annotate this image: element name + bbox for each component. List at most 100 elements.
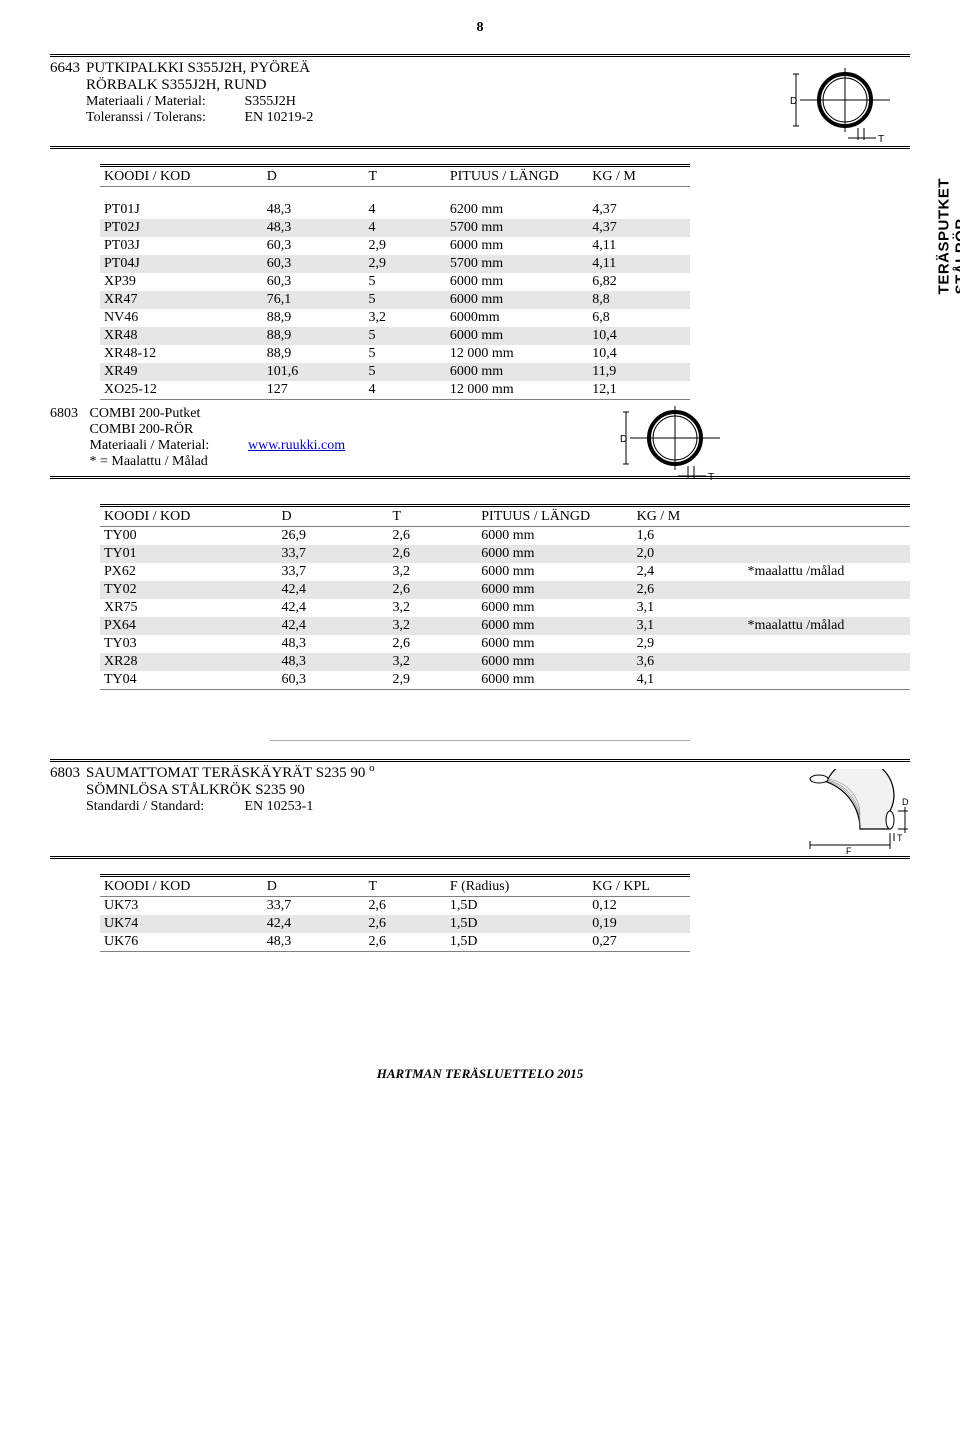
table-cell: 6,8 [588, 309, 690, 327]
table-cell: 6000 mm [477, 563, 632, 581]
table-cell: XR75 [100, 599, 278, 617]
table-cell: 88,9 [263, 309, 365, 327]
table-cell [744, 671, 910, 690]
svg-text:D: D [620, 434, 627, 445]
table-cell: 3,2 [388, 617, 477, 635]
table-cell: 5 [364, 273, 445, 291]
table-cell: 4 [364, 219, 445, 237]
table-row: TY0133,72,66000 mm2,0 [100, 545, 910, 563]
table-header-cell: T [364, 878, 445, 897]
table-body: PT01J48,346200 mm4,37PT02J48,345700 mm4,… [100, 201, 690, 400]
table-header-cell: PITUUS / LÄNGD [446, 168, 588, 187]
table-row: XO25-12127412 000 mm12,1 [100, 381, 690, 400]
table-cell: 3,2 [388, 653, 477, 671]
section2-header: 6803 COMBI 200-Putket COMBI 200-RÖR Mate… [50, 406, 910, 470]
section2-material-link[interactable]: www.ruukki.com [248, 438, 345, 453]
table-cell: 60,3 [263, 255, 365, 273]
section1-tolerance-value: EN 10219-2 [245, 110, 314, 125]
table-cell: 6000 mm [477, 545, 632, 563]
page-number-top: 8 [50, 20, 910, 36]
table-header-cell: T [364, 168, 445, 187]
table-cell: 76,1 [263, 291, 365, 309]
table-row: XR4776,156000 mm8,8 [100, 291, 690, 309]
table-cell: 2,6 [388, 635, 477, 653]
table-header-cell: D [278, 508, 389, 527]
table-cell: 48,3 [278, 653, 389, 671]
section2-title: COMBI 200-Putket [90, 406, 346, 422]
table-cell: 88,9 [263, 345, 365, 363]
table-cell: *maalattu /målad [744, 617, 910, 635]
table-cell: 8,8 [588, 291, 690, 309]
table-cell: 2,6 [388, 581, 477, 599]
table-header-cell: KG / KPL [588, 878, 690, 897]
table-cell: 1,6 [633, 526, 744, 545]
table-header-cell: D [263, 878, 365, 897]
table-cell: 4,1 [633, 671, 744, 690]
table-header-row: KOODI / KODDTPITUUS / LÄNGDKG / M [100, 508, 910, 527]
table-row: NV4688,93,26000mm6,8 [100, 309, 690, 327]
section1-tolerance-label: Toleranssi / Tolerans: [86, 110, 241, 126]
table-cell: 0,12 [588, 896, 690, 915]
table-cell [744, 545, 910, 563]
table-cell: 4 [364, 201, 445, 219]
table-cell: 6000 mm [446, 237, 588, 255]
section2-code: 6803 [50, 406, 86, 422]
table-cell: 6000mm [446, 309, 588, 327]
table-cell: TY03 [100, 635, 278, 653]
table-cell: 42,4 [278, 617, 389, 635]
table-cell: 2,9 [364, 255, 445, 273]
table-cell: 127 [263, 381, 365, 400]
table-cell: 2,6 [364, 915, 445, 933]
table-cell: 6000 mm [446, 327, 588, 345]
table-cell: 2,6 [364, 896, 445, 915]
table-header-cell: D [263, 168, 365, 187]
table-cell: 2,6 [364, 933, 445, 952]
circle-cross-section-diagram: D T [620, 402, 730, 482]
section1-subtitle: RÖRBALK S355J2H, RUND [86, 77, 790, 94]
footer-text: HARTMAN TERÄSLUETTELO 2015 [50, 1066, 910, 1082]
section1-title: PUTKIPALKKI S355J2H, PYÖREÄ [86, 60, 790, 77]
table-row: UK7648,32,61,5D0,27 [100, 933, 690, 952]
table-cell: 6000 mm [477, 599, 632, 617]
section3-table: KOODI / KODDTF (Radius)KG / KPL UK7333,7… [100, 878, 690, 952]
rule-thin [270, 740, 690, 741]
table-cell: XP39 [100, 273, 263, 291]
table-cell: 2,6 [388, 545, 477, 563]
table-cell: 6000 mm [477, 581, 632, 599]
table-row: XP3960,356000 mm6,82 [100, 273, 690, 291]
table-row: XR48-1288,9512 000 mm10,4 [100, 345, 690, 363]
table-cell: UK76 [100, 933, 263, 952]
table-cell: 2,6 [388, 526, 477, 545]
table-row: PT02J48,345700 mm4,37 [100, 219, 690, 237]
table-cell: 6000 mm [477, 671, 632, 690]
table-body: UK7333,72,61,5D0,12UK7442,42,61,5D0,19UK… [100, 896, 690, 951]
table-header-cell: PITUUS / LÄNGD [477, 508, 632, 527]
table-cell: 6000 mm [477, 653, 632, 671]
table-cell: 6,82 [588, 273, 690, 291]
section1-material-label: Materiaali / Material: [86, 94, 241, 110]
table-header-cell: KOODI / KOD [100, 168, 263, 187]
table-cell [744, 599, 910, 617]
table-cell: 2,4 [633, 563, 744, 581]
table-cell: 1,5D [446, 896, 588, 915]
section3-code: 6803 [50, 765, 86, 782]
table-cell: 4,37 [588, 219, 690, 237]
table-row: TY0348,32,66000 mm2,9 [100, 635, 910, 653]
section3-table-wrap: KOODI / KODDTF (Radius)KG / KPL UK7333,7… [50, 860, 690, 956]
table-row: TY0460,32,96000 mm4,1 [100, 671, 910, 690]
section2-subtitle: COMBI 200-RÖR [90, 422, 346, 438]
table-cell: 48,3 [263, 933, 365, 952]
table-cell: PT02J [100, 219, 263, 237]
table-row: XR4888,956000 mm10,4 [100, 327, 690, 345]
table-cell: 0,27 [588, 933, 690, 952]
table-row: PT01J48,346200 mm4,37 [100, 201, 690, 219]
svg-text:T: T [708, 472, 714, 482]
table-cell: 6000 mm [477, 617, 632, 635]
svg-text:D: D [790, 96, 797, 107]
table-header-row: KOODI / KODDTF (Radius)KG / KPL [100, 878, 690, 897]
table-row: UK7333,72,61,5D0,12 [100, 896, 690, 915]
table-cell: 6000 mm [446, 291, 588, 309]
section3-title: SAUMATTOMAT TERÄSKÄYRÄT S235 90 o [86, 765, 790, 782]
table-header-row: KOODI / KODDTPITUUS / LÄNGDKG / M [100, 168, 690, 187]
section1-header: 6643 PUTKIPALKKI S355J2H, PYÖREÄ RÖRBALK… [50, 58, 910, 146]
